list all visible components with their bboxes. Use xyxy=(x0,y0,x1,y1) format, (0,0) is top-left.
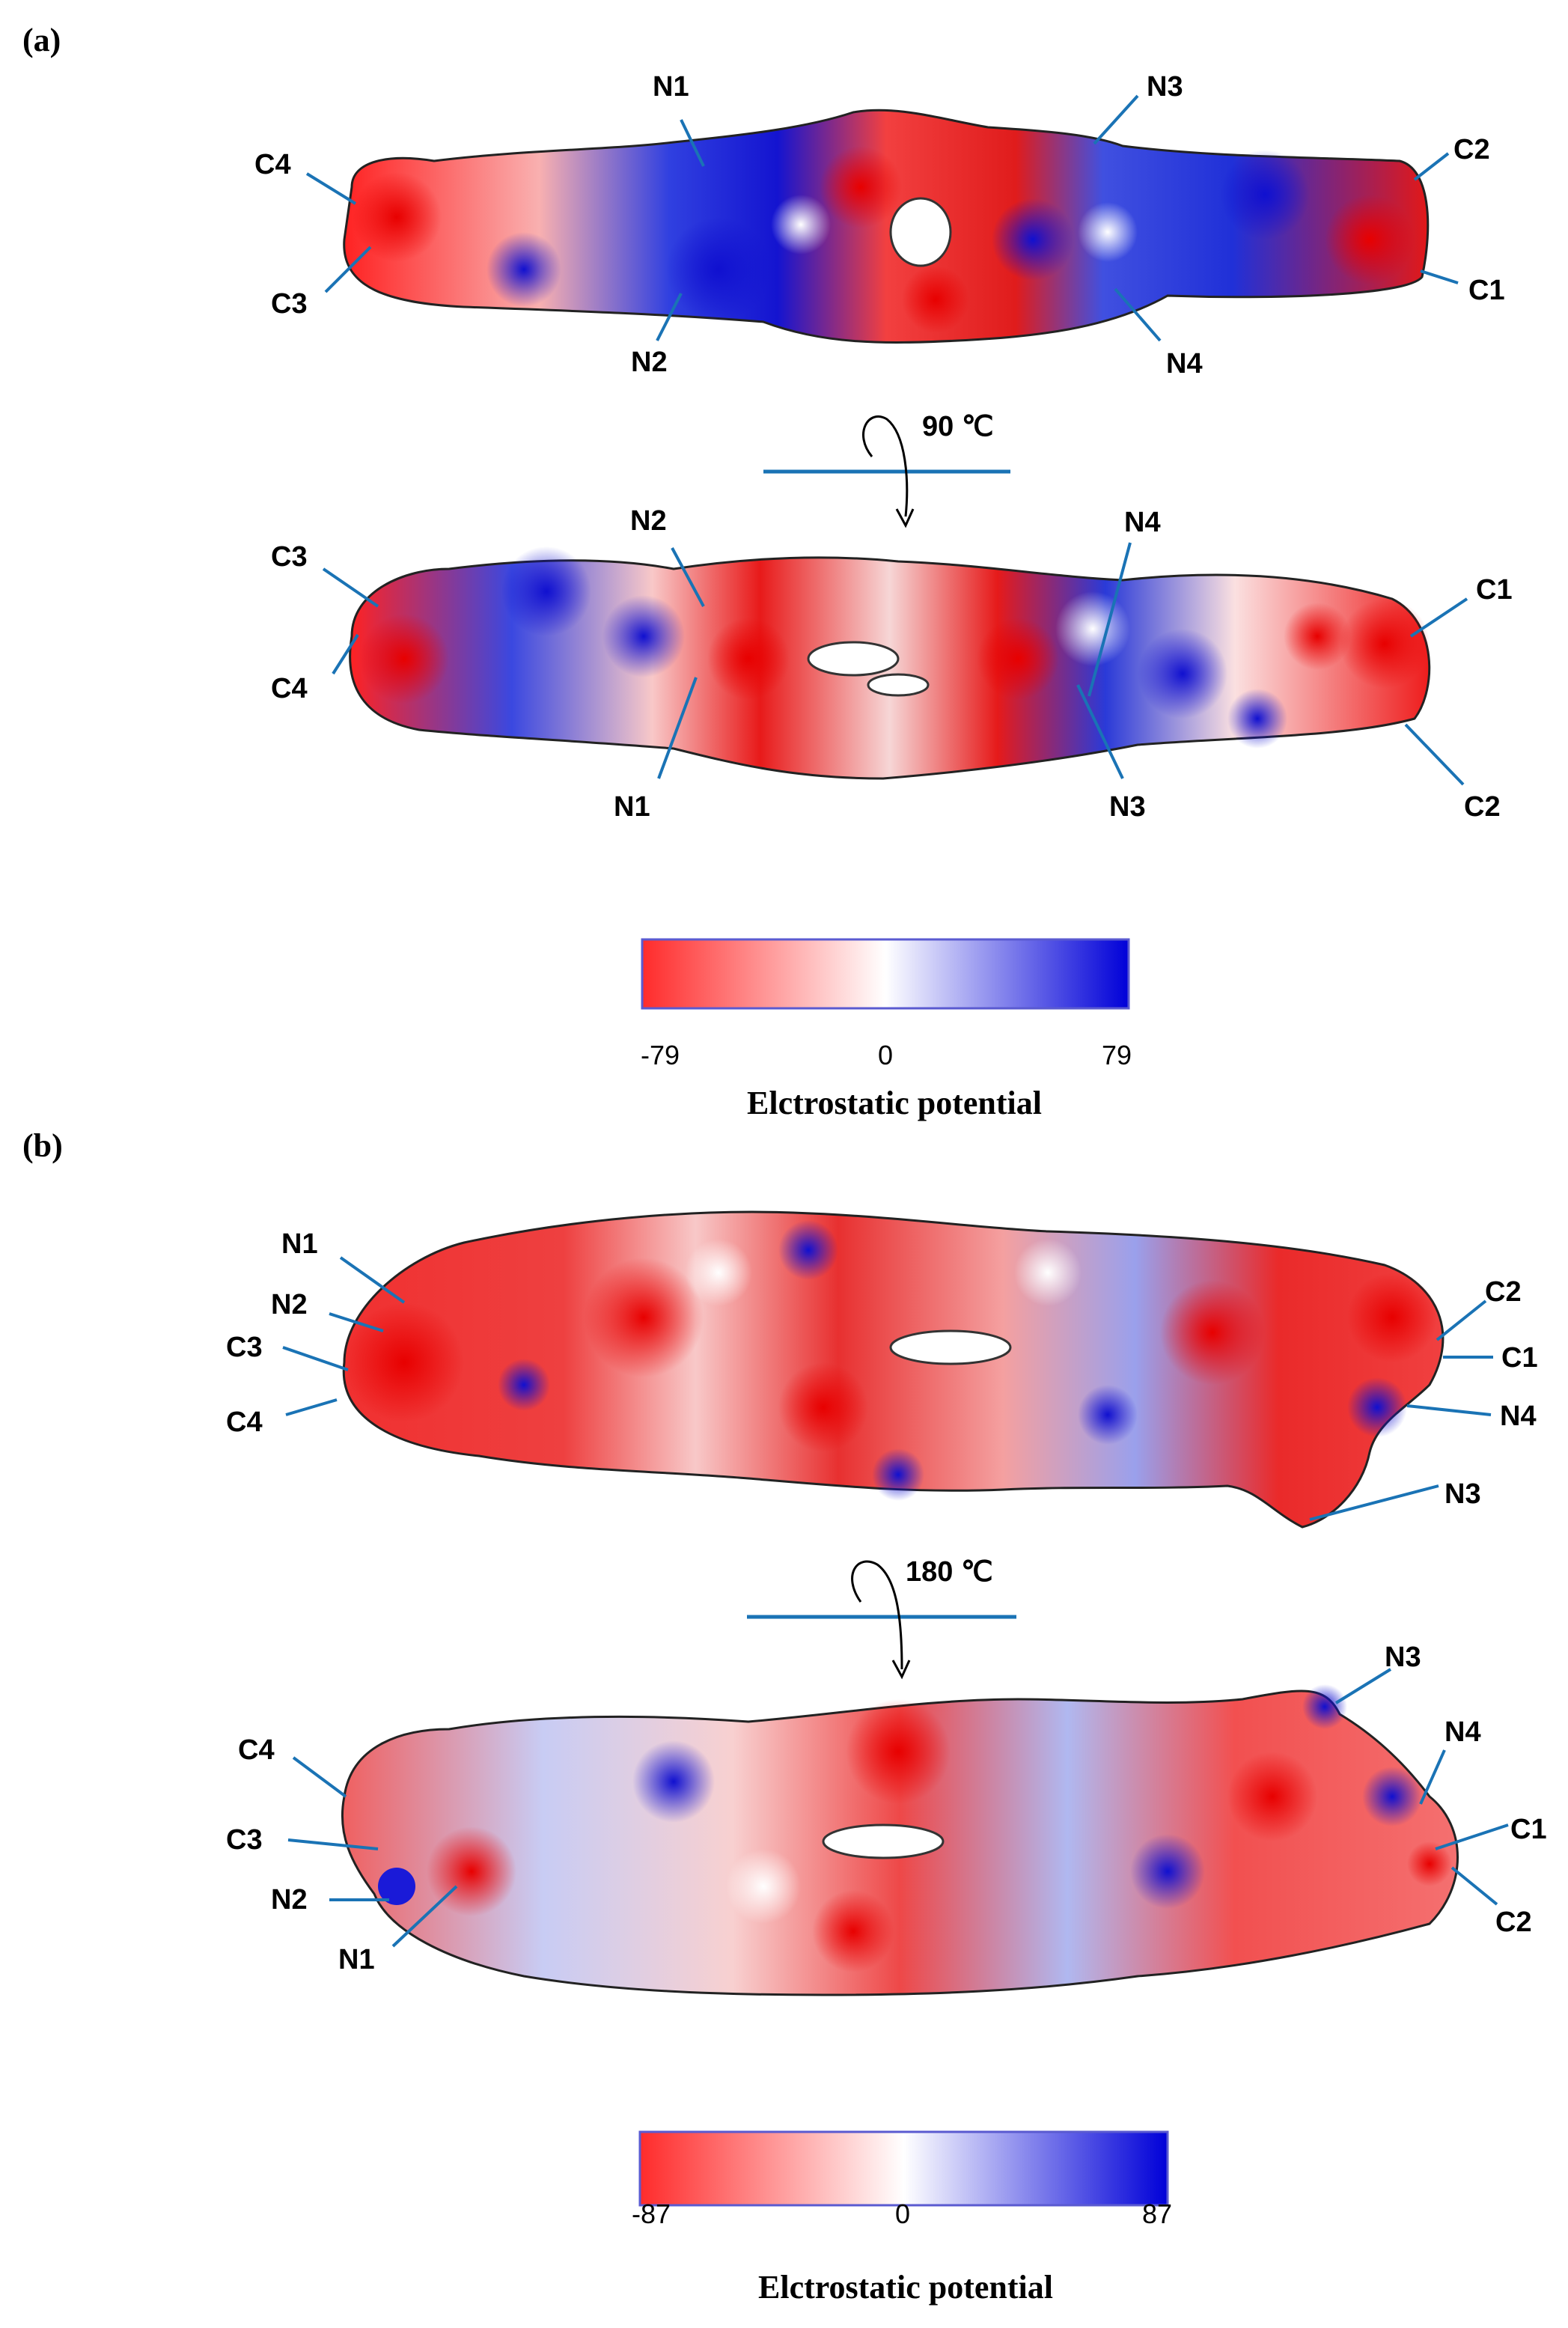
residue-label-N4: N4 xyxy=(1500,1401,1537,1432)
panel-a-color-scale: -79 0 79 Elctrostatic potential xyxy=(641,938,1132,1121)
leader-line xyxy=(680,119,705,167)
leader-line xyxy=(1406,1404,1492,1416)
scale-tick-min: -87 xyxy=(632,2199,671,2229)
residue-label-C3: C3 xyxy=(271,288,308,320)
panel-b-color-scale: -87 0 87 Elctrostatic potential xyxy=(632,2130,1172,2306)
panel-a-view2-surface xyxy=(349,546,1431,780)
panel-b-rotation-indicator: 180 ℃ xyxy=(747,1556,1016,1680)
residue-label-N1: N1 xyxy=(338,1944,375,1975)
residue-label-C2: C2 xyxy=(1485,1276,1522,1308)
residue-label-N1: N1 xyxy=(281,1228,318,1260)
residue-label-N3: N3 xyxy=(1109,791,1146,823)
leader-line xyxy=(1409,597,1468,638)
residue-label-C4: C4 xyxy=(226,1407,263,1438)
leader-line xyxy=(287,1838,379,1850)
residue-label-C1: C1 xyxy=(1510,1814,1547,1845)
residue-label-N3: N3 xyxy=(1147,71,1183,103)
residue-label-N2: N2 xyxy=(271,1289,308,1320)
residue-label-N2: N2 xyxy=(631,347,668,378)
leader-line xyxy=(1419,1749,1446,1805)
panel-a-label: (a) xyxy=(22,22,61,58)
leader-line xyxy=(1450,1866,1498,1906)
leader-line xyxy=(1087,542,1132,697)
leader-line xyxy=(332,633,359,675)
scale-title: Elctrostatic potential xyxy=(758,2269,1053,2306)
scale-tick-zero: 0 xyxy=(878,1040,893,1070)
residue-label-N1: N1 xyxy=(614,791,650,823)
residue-label-N3: N3 xyxy=(1445,1478,1481,1510)
panel-a-view1-surface xyxy=(343,109,1430,344)
leader-line xyxy=(292,1756,347,1798)
residue-label-N4: N4 xyxy=(1124,507,1161,538)
residue-label-N3: N3 xyxy=(1385,1642,1421,1673)
scale-tick-min: -79 xyxy=(641,1040,680,1070)
panel-b-label: (b) xyxy=(22,1127,63,1164)
rotation-label: 90 ℃ xyxy=(922,411,994,442)
leader-line xyxy=(1436,1299,1487,1341)
leader-line xyxy=(322,567,379,608)
leader-line xyxy=(1435,1823,1509,1850)
residue-label-C4: C4 xyxy=(238,1734,275,1766)
scale-tick-zero: 0 xyxy=(895,2199,910,2229)
color-scale-bar xyxy=(638,2130,1169,2207)
leader-line xyxy=(656,293,683,341)
panel-a-view1-annotations: C4 C3 N1 N2 N3 N4 C2 C1 xyxy=(254,71,1505,380)
rotation-arrow-icon xyxy=(862,415,909,517)
residue-label-C2: C2 xyxy=(1495,1907,1532,1938)
leader-line xyxy=(1114,287,1162,342)
residue-label-C4: C4 xyxy=(271,673,308,704)
leader-line xyxy=(1309,1484,1439,1521)
residue-label-N4: N4 xyxy=(1166,348,1203,380)
leader-line xyxy=(657,677,698,779)
panel-b-view1-surface xyxy=(342,1210,1445,1529)
leader-line xyxy=(1076,684,1124,779)
leader-line xyxy=(391,1885,458,1948)
color-scale-bar xyxy=(641,938,1130,1010)
residue-label-C2: C2 xyxy=(1464,791,1501,823)
leader-line xyxy=(1093,94,1139,145)
rotation-label: 180 ℃ xyxy=(906,1556,993,1588)
residue-label-C3: C3 xyxy=(226,1332,263,1363)
residue-label-N2: N2 xyxy=(271,1884,308,1916)
panel-a-view2-annotations: C3 C4 N2 N1 N4 N3 C1 C2 xyxy=(271,505,1513,823)
leader-line xyxy=(324,246,372,293)
residue-label-C1: C1 xyxy=(1501,1342,1538,1374)
residue-label-N2: N2 xyxy=(630,505,667,537)
residue-label-C3: C3 xyxy=(226,1824,263,1856)
panel-b-view1-annotations: N1 N2 C3 C4 C2 C1 N4 N3 xyxy=(226,1228,1538,1521)
residue-label-N4: N4 xyxy=(1445,1716,1481,1748)
scale-tick-max: 87 xyxy=(1142,2199,1172,2229)
leader-line xyxy=(329,1312,384,1332)
leader-line xyxy=(1413,152,1450,181)
leader-line xyxy=(1334,1668,1392,1704)
residue-label-N1: N1 xyxy=(653,71,689,103)
leader-line xyxy=(339,1256,406,1304)
leader-line xyxy=(285,1398,338,1416)
residue-label-C1: C1 xyxy=(1476,574,1513,606)
residue-label-C2: C2 xyxy=(1453,134,1490,165)
leader-line xyxy=(671,547,705,607)
scale-tick-max: 79 xyxy=(1102,1040,1132,1070)
panel-b-view2-surface xyxy=(341,1684,1459,1996)
leader-line xyxy=(282,1346,349,1371)
leader-line xyxy=(305,172,357,205)
panel-b-view2-annotations: C4 C3 N2 N1 N3 N4 C1 C2 xyxy=(226,1642,1547,1975)
leader-line xyxy=(1404,723,1465,786)
residue-label-C3: C3 xyxy=(271,541,308,573)
rotation-arrow-icon xyxy=(851,1560,903,1670)
leader-line xyxy=(1420,269,1459,284)
residue-label-C4: C4 xyxy=(254,149,291,180)
panel-a-rotation-indicator: 90 ℃ xyxy=(763,411,1010,528)
residue-label-C1: C1 xyxy=(1468,275,1505,306)
scale-title: Elctrostatic potential xyxy=(747,1085,1042,1121)
